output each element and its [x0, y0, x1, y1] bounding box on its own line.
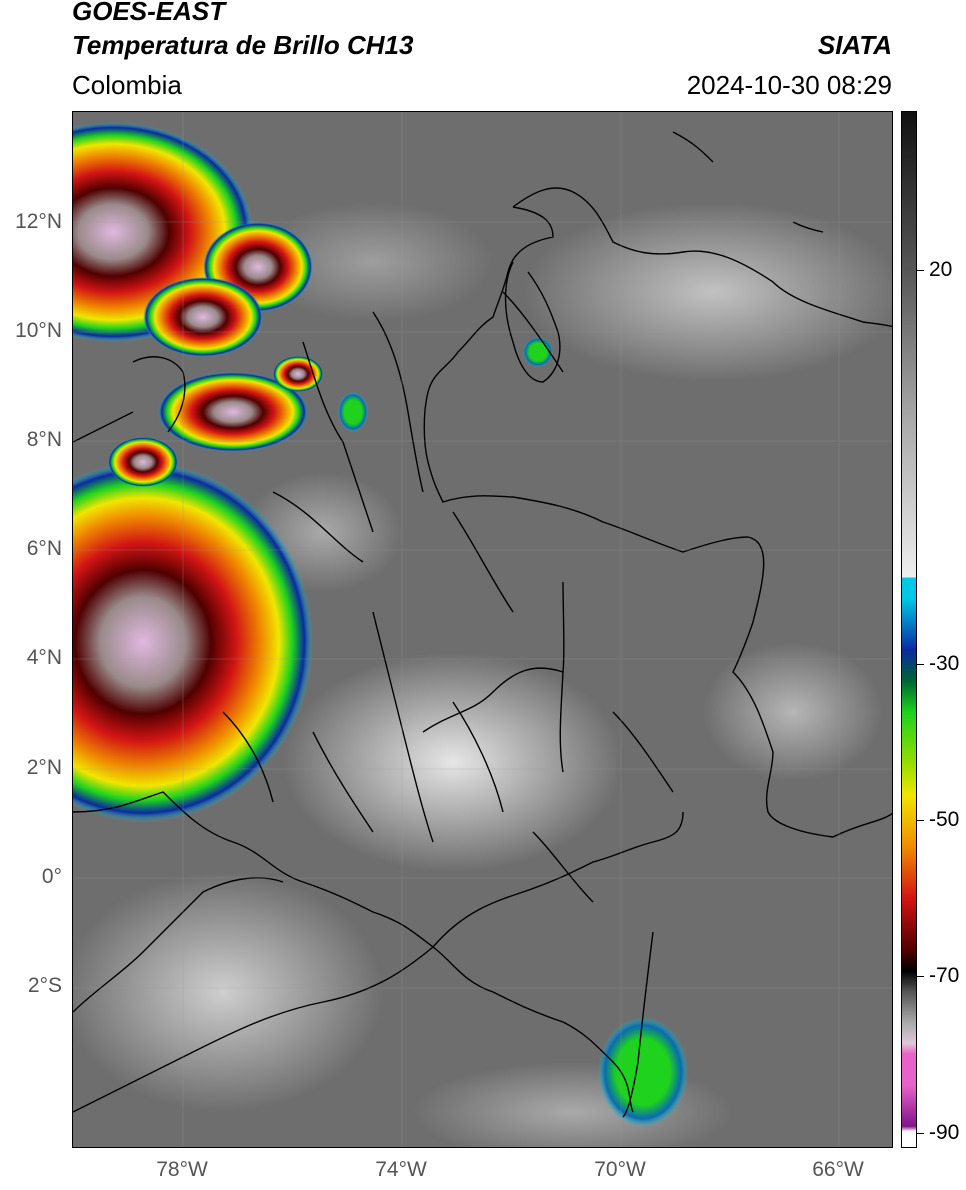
lat-label-6n: 6°N — [26, 537, 62, 560]
lat-label-2n: 2°N — [26, 756, 62, 779]
colorbar-label-neg50: -50 — [929, 808, 960, 831]
datetime-label: 2024-10-30 08:29 — [686, 70, 892, 100]
colorbar-label-neg30: -30 — [929, 652, 960, 675]
convective-cells — [73, 122, 688, 1127]
lat-label-4n: 4°N — [26, 646, 62, 669]
colorbar-label-20: 20 — [929, 258, 953, 281]
borders — [73, 131, 892, 1118]
colorbar-tick — [917, 664, 924, 665]
colorbar-tick — [917, 976, 924, 977]
lon-label-70w: 70°W — [594, 1158, 646, 1181]
map-canvas — [73, 112, 892, 1147]
colorbar-tick — [917, 270, 924, 271]
lon-label-78w: 78°W — [156, 1158, 208, 1181]
colorbar-tick — [917, 820, 924, 821]
graticule — [73, 112, 892, 1147]
lon-label-74w: 74°W — [375, 1158, 427, 1181]
lat-label-8n: 8°N — [26, 428, 62, 451]
colorbar-label-neg90: -90 — [929, 1121, 960, 1144]
lat-label-12n: 12°N — [15, 210, 62, 233]
lon-label-66w: 66°W — [812, 1158, 864, 1181]
colorbar-tick — [917, 1133, 924, 1134]
satellite-title: GOES-EAST — [72, 0, 226, 26]
lat-label-2s: 2°S — [27, 974, 62, 997]
region-label: Colombia — [72, 70, 182, 100]
colorbar-label-neg70: -70 — [929, 964, 960, 987]
colorbar — [901, 111, 917, 1148]
product-title: Temperatura de Brillo CH13 — [72, 30, 414, 60]
lat-label-10n: 10°N — [15, 319, 62, 342]
satellite-map[interactable] — [72, 111, 893, 1148]
lat-label-0: 0° — [41, 865, 62, 888]
agency-label: SIATA — [817, 30, 892, 60]
